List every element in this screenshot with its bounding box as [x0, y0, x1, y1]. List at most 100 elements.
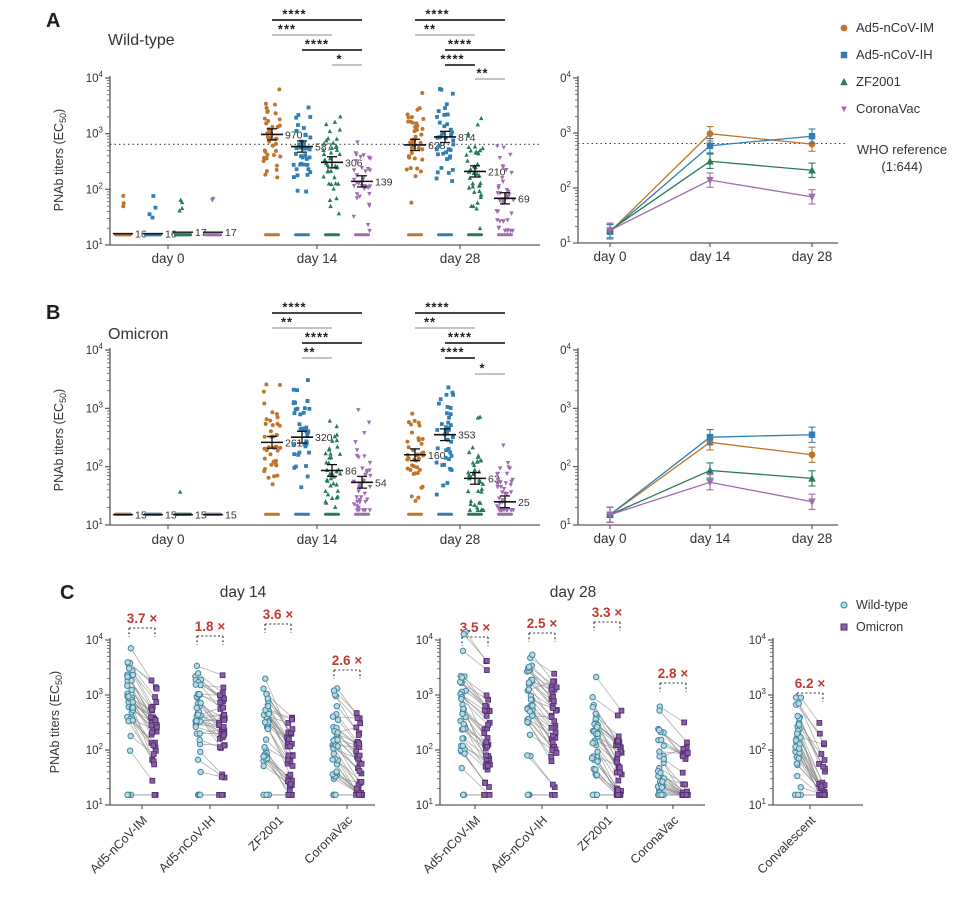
svg-text:day 0: day 0 [151, 532, 184, 547]
svg-text:**: ** [424, 315, 436, 330]
legend-item-ad5-ih: Ad5-nCoV-IH [836, 41, 934, 68]
omicron-marker-icon [836, 620, 852, 634]
zf2001-marker-icon [836, 75, 852, 89]
who-reference-label: WHO reference (1:644) [856, 142, 948, 174]
svg-text:day 0: day 0 [593, 531, 626, 546]
svg-text:15: 15 [135, 510, 147, 522]
svg-text:****: **** [282, 300, 306, 315]
svg-text:103: 103 [86, 400, 104, 415]
svg-text:****: **** [448, 330, 472, 345]
panel-a-label: A [46, 10, 61, 32]
svg-text:****: **** [425, 300, 449, 315]
svg-text:15: 15 [195, 510, 207, 522]
svg-text:16: 16 [135, 229, 147, 241]
svg-text:day 14: day 14 [690, 531, 731, 546]
svg-text:day 28: day 28 [440, 532, 481, 547]
svg-text:Ad5-nCoV-IH: Ad5-nCoV-IH [488, 813, 550, 875]
svg-text:*: * [479, 361, 485, 376]
svg-text:101: 101 [86, 517, 104, 532]
svg-text:***: *** [278, 22, 296, 37]
svg-text:2.6 ×: 2.6 × [332, 653, 363, 668]
svg-text:69: 69 [518, 193, 530, 205]
legend-item-ad5-im: Ad5-nCoV-IM [836, 14, 934, 41]
panel-c-day28-title: day 28 [549, 584, 597, 601]
svg-text:****: **** [440, 52, 464, 67]
svg-text:ZF2001: ZF2001 [246, 813, 286, 853]
svg-text:104: 104 [560, 342, 572, 357]
panel-c-day14-chart: 101 102 103 104 Ad5-nCoV-IM 3.7 × Ad5-nCoV-IH 1… [86, 607, 375, 876]
svg-text:102: 102 [416, 742, 434, 757]
legend-panel-c: Wild-type Omicron [836, 594, 908, 638]
svg-text:103: 103 [560, 400, 572, 415]
svg-text:25: 25 [518, 497, 530, 509]
svg-text:day 28: day 28 [440, 251, 481, 266]
svg-text:CoronaVac: CoronaVac [628, 813, 681, 866]
svg-text:104: 104 [416, 632, 434, 647]
svg-text:102: 102 [749, 742, 767, 757]
svg-text:day 0: day 0 [593, 249, 626, 264]
panel-b-ylabel: PNAb titers (EC50) [52, 388, 68, 492]
svg-text:103: 103 [86, 126, 104, 141]
panel-b-label: B [46, 302, 61, 324]
panel-a-title: Wild-type [108, 32, 175, 49]
svg-text:102: 102 [560, 180, 572, 195]
svg-text:139: 139 [375, 176, 393, 188]
svg-text:3.7 ×: 3.7 × [127, 611, 158, 626]
svg-text:104: 104 [86, 342, 104, 357]
svg-text:day 14: day 14 [297, 532, 338, 547]
svg-text:101: 101 [560, 235, 572, 250]
svg-text:****: **** [282, 7, 306, 22]
wildtype-marker-icon [836, 598, 852, 612]
svg-text:Ad5-nCoV-IM: Ad5-nCoV-IM [420, 813, 483, 876]
svg-text:101: 101 [86, 797, 104, 812]
svg-text:970: 970 [285, 129, 303, 141]
svg-text:Convalescent: Convalescent [755, 813, 819, 877]
svg-text:day 0: day 0 [151, 251, 184, 266]
svg-text:320: 320 [315, 432, 333, 444]
svg-text:210: 210 [488, 166, 506, 178]
svg-text:306: 306 [345, 157, 363, 169]
svg-text:17: 17 [225, 227, 237, 239]
svg-text:104: 104 [86, 70, 104, 85]
svg-text:101: 101 [560, 517, 572, 532]
svg-text:101: 101 [416, 797, 434, 812]
svg-text:**: ** [303, 345, 315, 360]
svg-text:**: ** [424, 22, 436, 37]
svg-text:86: 86 [345, 465, 357, 477]
svg-text:****: **** [440, 345, 464, 360]
panel-c-day14-title: day 14 [219, 584, 267, 601]
panel-a-line-chart: 101 102 103 104 day 0 day 14 day 28 [560, 70, 846, 264]
svg-text:day 14: day 14 [690, 249, 731, 264]
svg-text:**: ** [281, 315, 293, 330]
svg-text:15: 15 [225, 510, 237, 522]
ad5-im-marker-icon [836, 21, 852, 35]
panel-b-line-chart: 101 102 103 104 day 0 day 14 day 28 [560, 342, 838, 546]
svg-text:160: 160 [428, 450, 446, 462]
svg-text:102: 102 [86, 459, 104, 474]
svg-text:1.8 ×: 1.8 × [195, 619, 226, 634]
svg-text:3.6 ×: 3.6 × [263, 607, 294, 622]
svg-text:101: 101 [749, 797, 767, 812]
svg-text:874: 874 [458, 132, 476, 144]
svg-text:104: 104 [560, 70, 572, 85]
svg-text:2.8 ×: 2.8 × [658, 666, 689, 681]
svg-text:CoronaVac: CoronaVac [302, 813, 355, 866]
panel-a-scatter-chart: 101 102 103 104 day 0 day 14 day 28 16 16 17 17 970… [86, 7, 540, 266]
panel-a-ylabel: PNAb titers (EC50) [52, 108, 68, 212]
svg-text:587: 587 [315, 142, 333, 154]
svg-text:Ad5-nCoV-IM: Ad5-nCoV-IM [87, 813, 150, 876]
panel-c-ylabel: PNAb titers (EC50) [48, 670, 64, 774]
panel-b-title: Omicron [108, 326, 169, 343]
svg-text:104: 104 [86, 632, 104, 647]
svg-text:353: 353 [458, 430, 476, 442]
svg-text:102: 102 [86, 181, 104, 196]
svg-text:**: ** [476, 66, 488, 81]
svg-text:17: 17 [195, 227, 207, 239]
legend-main: Ad5-nCoV-IM Ad5-nCoV-IH ZF2001 CoronaVac [836, 14, 934, 122]
svg-text:Ad5-nCoV-IH: Ad5-nCoV-IH [156, 813, 218, 875]
svg-text:****: **** [305, 330, 329, 345]
svg-text:ZF2001: ZF2001 [575, 813, 615, 853]
